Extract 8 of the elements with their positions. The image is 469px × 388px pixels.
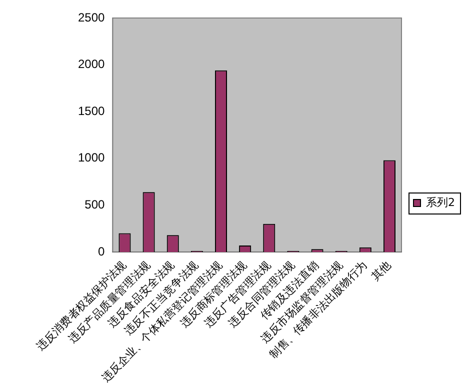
y-tick-label: 2000 [78, 57, 106, 72]
y-tick-label: 1000 [78, 150, 106, 165]
x-tick-label: 其他 [368, 258, 394, 284]
y-tick-label: 1500 [78, 104, 106, 118]
legend-label: 系列2 [426, 196, 455, 209]
y-tick-label: 2500 [78, 10, 106, 24]
y-tick-label: 500 [84, 198, 106, 212]
y-tick-label: 0 [98, 244, 106, 258]
